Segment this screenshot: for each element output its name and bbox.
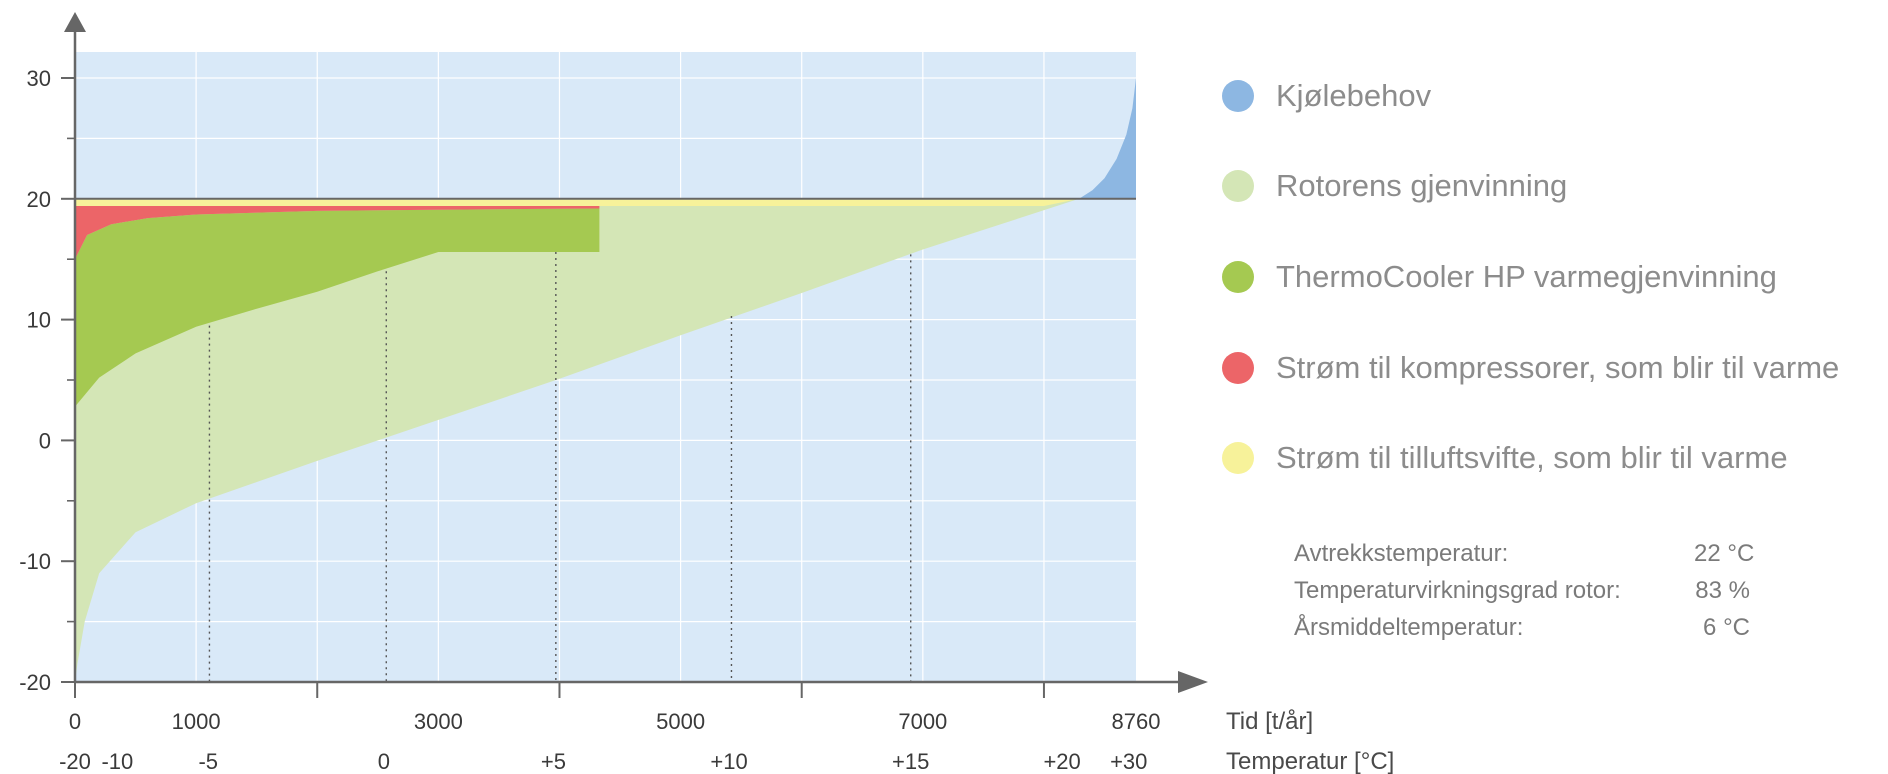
param-row-avtrekk: Avtrekkstemperatur: 22 °C: [1294, 540, 1750, 577]
param-label: Årsmiddeltemperatur:: [1294, 614, 1694, 651]
legend-item-rotor: Rotorens gjenvinning: [1222, 166, 1567, 206]
x-tick-label: 5000: [656, 709, 705, 734]
parameter-table: Avtrekkstemperatur: 22 °C Temperaturvirk…: [1294, 540, 1750, 651]
param-value: 22 °C: [1694, 540, 1750, 577]
param-row-virkningsgrad: Temperaturvirkningsgrad rotor: 83 %: [1294, 577, 1750, 614]
temperature-tick-label: -10: [101, 749, 133, 774]
legend-label: Rotorens gjenvinning: [1276, 168, 1567, 204]
param-label: Avtrekkstemperatur:: [1294, 540, 1694, 577]
legend-dot-icon: [1222, 170, 1254, 202]
x-axis-arrow-icon: [1178, 671, 1208, 693]
y-axis-arrow-icon: [64, 12, 86, 32]
x-tick-label: 0: [69, 709, 81, 734]
x-tick-label: 1000: [172, 709, 221, 734]
y-tick-label: 20: [27, 187, 51, 212]
param-row-arsmiddel: Årsmiddeltemperatur: 6 °C: [1294, 614, 1750, 651]
x-tick-labels: 0 1000 3000 5000 7000 8760: [69, 709, 1161, 734]
temperature-tick-labels: -20 -10 -5 0 +5 +10 +15 +20 +30: [59, 749, 1147, 774]
legend-dot-icon: [1222, 352, 1254, 384]
legend-item-kompressorer: Strøm til kompressorer, som blir til var…: [1222, 348, 1839, 388]
area-strøm: [75, 199, 1079, 206]
param-value: 83 %: [1694, 577, 1750, 614]
legend-label: Strøm til tilluftsvifte, som blir til va…: [1276, 440, 1788, 476]
x-tick-label: 8760: [1112, 709, 1161, 734]
legend: Kjølebehov Rotorens gjenvinning ThermoCo…: [1222, 0, 1888, 774]
y-tick-label: 0: [39, 428, 51, 453]
y-tick-label: -10: [19, 549, 51, 574]
legend-item-tilluftsvifte: Strøm til tilluftsvifte, som blir til va…: [1222, 438, 1788, 478]
y-tick-label: 30: [27, 66, 51, 91]
x-tick-label: 3000: [414, 709, 463, 734]
legend-item-kjolebehov: Kjølebehov: [1222, 76, 1431, 116]
temperature-tick-label: +10: [710, 749, 747, 774]
temperature-tick-label: 0: [378, 749, 390, 774]
x-tick-label: 7000: [898, 709, 947, 734]
y-tick-label: 10: [27, 308, 51, 333]
temperature-tick-label: +20: [1043, 749, 1080, 774]
temperature-tick-label: +30: [1110, 749, 1147, 774]
temperature-tick-label: +15: [892, 749, 929, 774]
legend-item-thermocooler: ThermoCooler HP varmegjenvinning: [1222, 257, 1777, 297]
y-tick-label: -20: [19, 670, 51, 695]
legend-dot-icon: [1222, 261, 1254, 293]
legend-label: Strøm til kompressorer, som blir til var…: [1276, 350, 1839, 386]
param-value: 6 °C: [1694, 614, 1750, 651]
temperature-tick-label: -5: [198, 749, 218, 774]
param-label: Temperaturvirkningsgrad rotor:: [1294, 577, 1694, 614]
y-tick-labels: -20 -10 0 10 20 30: [19, 66, 51, 695]
temperature-tick-label: -20: [59, 749, 91, 774]
temperature-tick-label: +5: [541, 749, 566, 774]
legend-label: ThermoCooler HP varmegjenvinning: [1276, 259, 1777, 295]
legend-label: Kjølebehov: [1276, 78, 1431, 114]
legend-dot-icon: [1222, 442, 1254, 474]
legend-dot-icon: [1222, 80, 1254, 112]
